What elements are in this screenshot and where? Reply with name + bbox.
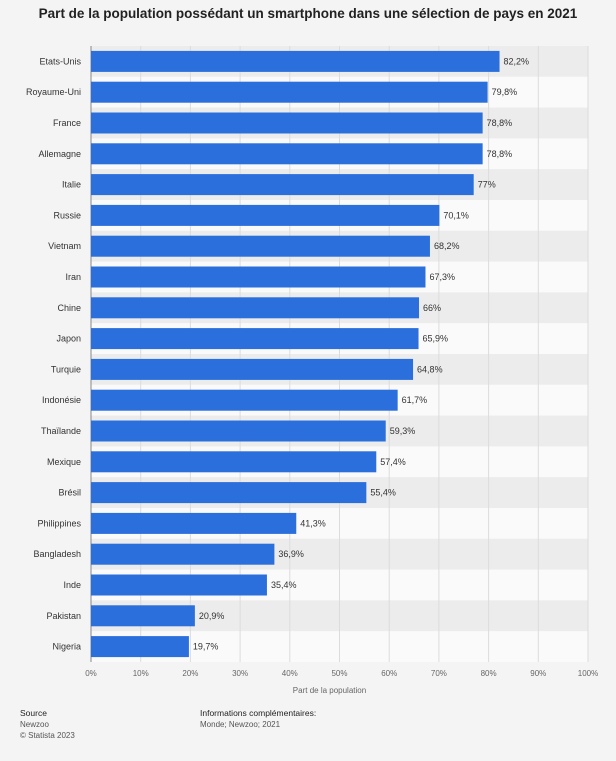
bar [91,420,386,442]
copyright: © Statista 2023 [20,731,75,740]
value-label: 55,4% [370,488,396,498]
category-label: France [53,118,81,128]
info-heading: Informations complémentaires: [200,708,317,718]
category-label: Indonésie [42,395,81,405]
source-name: Newzoo [20,720,49,729]
category-label: Inde [63,580,81,590]
source-block: Source Newzoo © Statista 2023 [20,708,75,741]
value-label: 79,8% [492,87,518,97]
category-label: Chine [57,303,81,313]
x-tick-label: 100% [578,669,598,678]
category-label: Vietnam [48,241,81,251]
bar [91,266,426,288]
category-label: Nigeria [52,642,81,652]
bar-chart: 0% 10% 20% 30% 40% 50% 60% 70% 80% 90% 100% Part de… [26,46,598,695]
category-label: Brésil [58,488,81,498]
category-label: Bangladesh [33,549,81,559]
value-label: 70,1% [443,210,469,220]
x-tick-label: 80% [481,669,497,678]
x-tick-label: 60% [381,669,397,678]
category-label: Royaume-Uni [26,87,81,97]
chart-title: Part de la population possédant un smart… [38,6,578,21]
value-label: 36,9% [278,549,304,559]
bar [91,389,398,411]
x-tick-label: 90% [530,669,546,678]
x-tick-label: 10% [133,669,149,678]
category-label: Pakistan [46,611,81,621]
value-label: 68,2% [434,241,460,251]
bar [91,574,267,596]
value-label: 78,8% [487,149,513,159]
category-label: Italie [62,180,81,190]
category-label: Philippines [37,518,81,528]
bar [91,50,500,72]
value-label: 57,4% [380,457,406,467]
bar [91,328,419,350]
info-text: Monde; Newzoo; 2021 [200,720,281,729]
x-tick-label: 0% [85,669,97,678]
bar [91,143,483,165]
x-tick-label: 30% [232,669,248,678]
category-label: Turquie [51,364,81,374]
value-label: 67,3% [429,272,455,282]
x-tick-label: 40% [282,669,298,678]
value-label: 61,7% [402,395,428,405]
value-label: 19,7% [193,642,219,652]
info-block: Informations complémentaires: Monde; New… [200,708,316,730]
bar [91,174,474,196]
x-axis-title: Part de la population [293,686,366,695]
bar [91,112,483,134]
bar [91,358,414,380]
bar [91,451,377,473]
value-label: 66% [423,303,441,313]
category-label: Etats-Unis [39,56,81,66]
bar [91,235,430,257]
value-label: 41,3% [300,518,326,528]
bar [91,543,275,565]
category-label: Russie [53,210,81,220]
value-label: 64,8% [417,364,443,374]
bar [91,204,440,226]
value-label: 77% [478,180,496,190]
category-label: Iran [65,272,81,282]
bar [91,605,195,627]
value-label: 35,4% [271,580,297,590]
x-tick-label: 70% [431,669,447,678]
bar [91,482,367,504]
bar [91,512,297,534]
category-label: Allemagne [38,149,81,159]
category-label: Thaïlande [41,426,81,436]
value-label: 65,9% [423,334,449,344]
value-label: 82,2% [504,56,530,66]
source-heading: Source [20,708,47,718]
bar [91,636,189,658]
value-label: 59,3% [390,426,416,436]
x-tick-label: 20% [182,669,198,678]
bar [91,297,420,319]
category-label: Mexique [47,457,81,467]
value-label: 78,8% [487,118,513,128]
value-label: 20,9% [199,611,225,621]
category-label: Japon [56,334,81,344]
bar [91,81,488,103]
x-tick-label: 50% [331,669,347,678]
